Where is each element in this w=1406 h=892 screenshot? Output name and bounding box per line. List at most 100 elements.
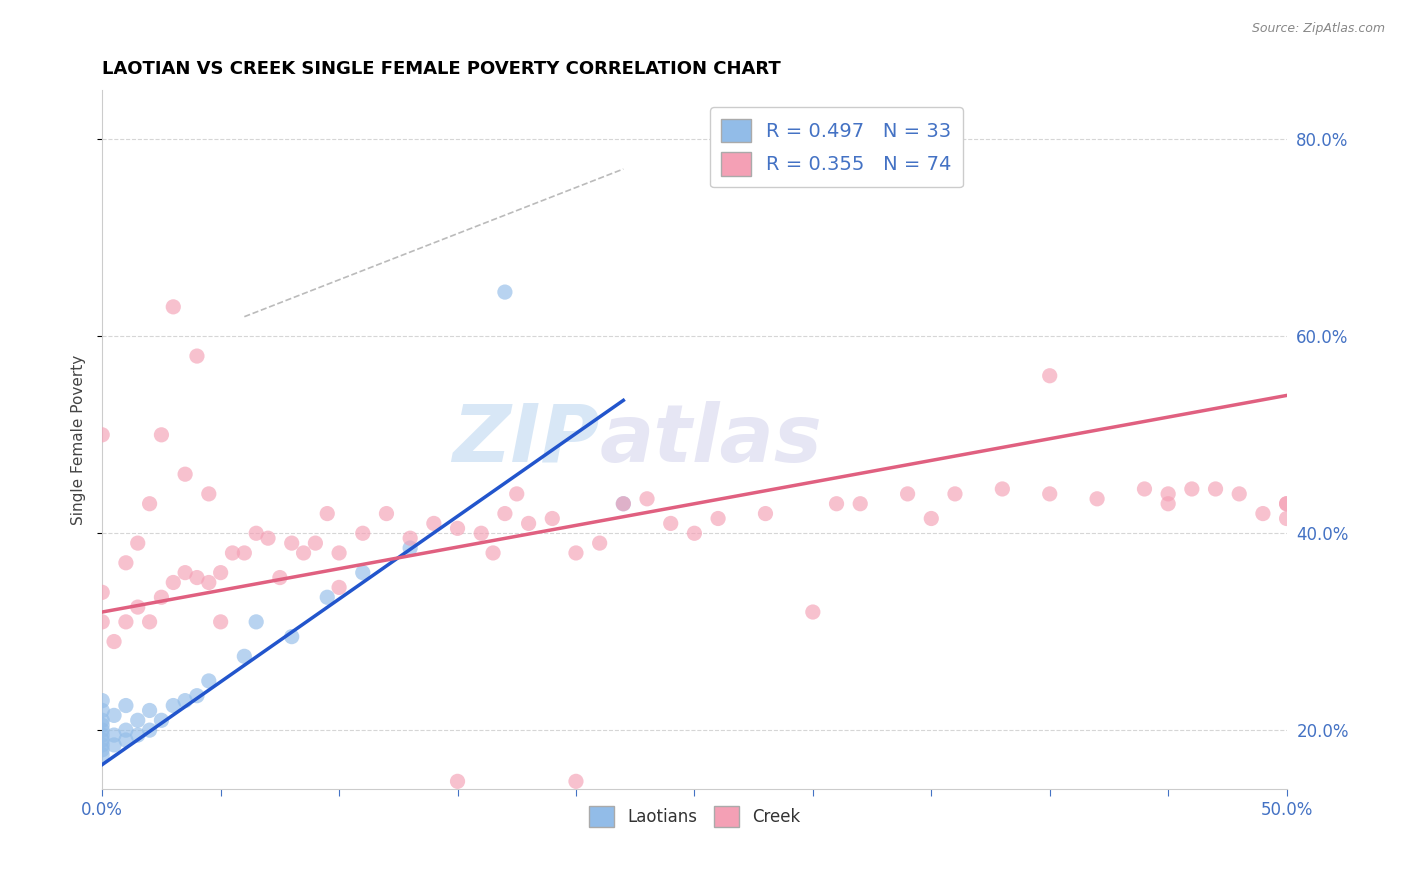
Point [233,649,256,664]
Point [1227,487,1250,501]
Point [1275,497,1298,511]
Point [280,630,302,644]
Point [186,570,208,584]
Point [920,511,942,525]
Point [233,546,256,560]
Point [115,615,138,629]
Point [1275,511,1298,525]
Point [91,743,114,757]
Point [221,546,243,560]
Point [352,566,374,580]
Point [825,497,848,511]
Point [91,718,114,732]
Point [91,728,114,742]
Point [506,487,529,501]
Point [150,427,173,442]
Point [1205,482,1227,496]
Point [636,491,658,506]
Point [174,467,197,482]
Point [115,556,138,570]
Point [127,600,149,615]
Point [991,482,1014,496]
Point [198,487,221,501]
Point [754,507,776,521]
Point [186,349,208,363]
Point [943,487,966,501]
Point [174,693,197,707]
Point [150,591,173,605]
Point [91,723,114,738]
Point [91,733,114,747]
Point [91,714,114,728]
Point [1157,487,1180,501]
Point [446,774,468,789]
Point [482,546,505,560]
Point [612,497,634,511]
Point [245,526,267,541]
Point [565,546,588,560]
Point [399,531,422,545]
Point [103,634,125,648]
Point [541,511,564,525]
Point [186,689,208,703]
Point [399,541,422,555]
Point [1133,482,1156,496]
Point [280,536,302,550]
Point [91,738,114,752]
Point [103,708,125,723]
Text: atlas: atlas [599,401,823,479]
Point [1275,497,1298,511]
Point [115,733,138,747]
Point [897,487,920,501]
Point [91,615,114,629]
Point [304,536,326,550]
Point [375,507,398,521]
Point [565,774,588,789]
Point [1157,497,1180,511]
Point [328,546,350,560]
Point [162,698,184,713]
Point [91,703,114,717]
Point [352,526,374,541]
Point [174,566,197,580]
Point [138,615,160,629]
Point [423,516,446,531]
Point [446,521,468,535]
Point [209,566,232,580]
Point [127,714,149,728]
Point [494,285,516,299]
Point [659,516,682,531]
Text: LAOTIAN VS CREEK SINGLE FEMALE POVERTY CORRELATION CHART: LAOTIAN VS CREEK SINGLE FEMALE POVERTY C… [103,60,780,78]
Point [245,615,267,629]
Point [162,575,184,590]
Point [588,536,610,550]
Point [138,723,160,738]
Point [292,546,315,560]
Point [1039,487,1062,501]
Point [683,526,706,541]
Point [115,698,138,713]
Point [162,300,184,314]
Point [470,526,492,541]
Point [707,511,730,525]
Text: ZIP: ZIP [453,401,599,479]
Point [316,591,339,605]
Point [269,570,291,584]
Point [127,728,149,742]
Point [91,747,114,762]
Point [150,714,173,728]
Point [328,581,350,595]
Point [103,738,125,752]
Legend: Laotians, Creek: Laotians, Creek [582,799,807,833]
Point [103,728,125,742]
Point [138,703,160,717]
Point [257,531,280,545]
Point [115,723,138,738]
Point [801,605,824,619]
Point [198,575,221,590]
Point [1251,507,1274,521]
Point [612,497,634,511]
Point [517,516,540,531]
Point [138,497,160,511]
Y-axis label: Single Female Poverty: Single Female Poverty [72,355,86,524]
